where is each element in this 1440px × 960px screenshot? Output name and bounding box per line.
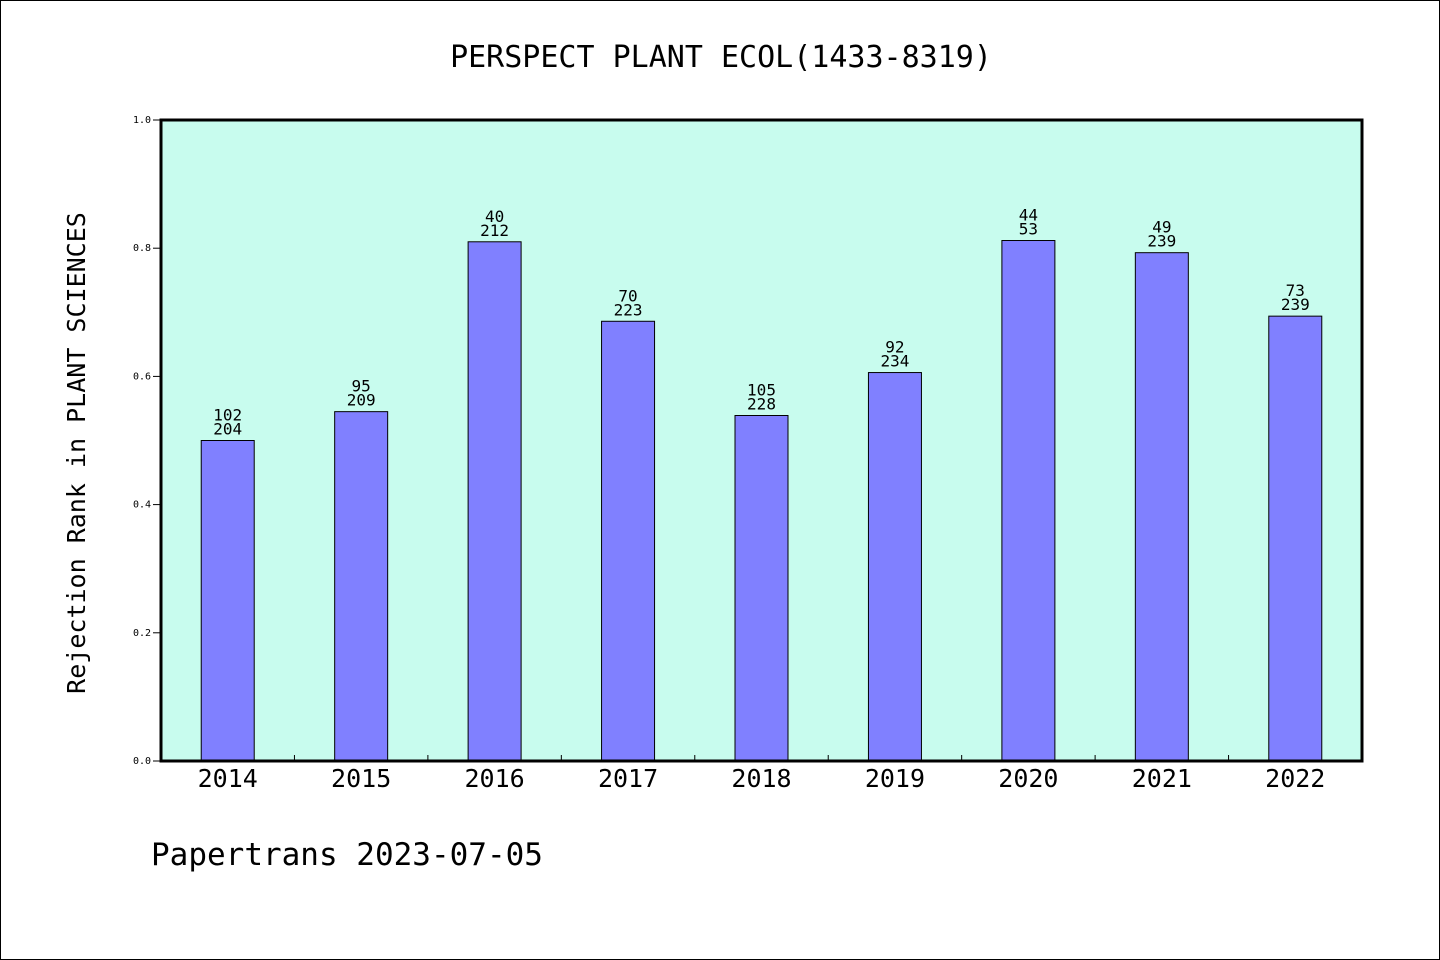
x-axis: 2014 2015 2016 2017 2018 2019 2020 2021 2022 <box>198 755 1325 793</box>
bar-label-bottom: 234 <box>880 352 909 371</box>
bar-2018 <box>734 415 789 762</box>
bar-label-bottom: 209 <box>347 391 376 410</box>
x-tick-label: 2018 <box>731 764 791 793</box>
bar-label-bottom: 223 <box>614 300 643 319</box>
bar-label-top: 70 <box>618 286 637 305</box>
bar-label-bottom: 239 <box>1147 232 1176 251</box>
y-tick-label: 1.0 <box>133 115 151 126</box>
x-tick-label: 2015 <box>331 764 391 793</box>
footer-text: Papertrans 2023-07-05 <box>151 837 543 873</box>
y-tick-label: 0.4 <box>133 500 151 511</box>
bar-label-bottom: 204 <box>213 420 242 439</box>
bar-2019 <box>867 372 922 762</box>
bar-label-top: 102 <box>213 406 242 425</box>
bar-label-bottom: 212 <box>480 221 509 240</box>
bar-2017 <box>601 320 656 762</box>
y-tick-label: 0.2 <box>133 628 151 639</box>
y-tick-label: 0.0 <box>133 756 151 767</box>
bar-2015 <box>334 411 389 762</box>
bar-label-bottom: 239 <box>1281 295 1310 314</box>
bar-label-bottom: 228 <box>747 395 776 414</box>
bar-2014 <box>200 440 255 762</box>
bar-2020 <box>1001 240 1056 762</box>
y-tick-label: 0.8 <box>133 243 151 254</box>
bar-2016 <box>467 241 522 762</box>
bar-2022 <box>1268 315 1323 762</box>
x-tick-label: 2017 <box>598 764 658 793</box>
bar-label-top: 40 <box>485 207 504 226</box>
bar-label-bottom: 53 <box>1019 220 1038 239</box>
bar-label-top: 92 <box>885 338 904 357</box>
chart-title: PERSPECT PLANT ECOL(1433-8319) <box>450 40 992 75</box>
y-tick-label: 0.6 <box>133 371 151 382</box>
bar-label-top: 105 <box>747 381 776 400</box>
bar-label-top: 73 <box>1286 281 1305 300</box>
bar-2021 <box>1134 252 1189 762</box>
plot-border <box>159 118 1364 763</box>
bar-label-top: 95 <box>352 377 371 396</box>
x-tick-label: 2019 <box>865 764 925 793</box>
y-axis: 0.0 0.2 0.4 0.6 0.8 1.0 <box>133 115 161 767</box>
y-axis-label: Rejection Rank in PLANT SCIENCES <box>62 212 91 694</box>
x-tick-label: 2020 <box>998 764 1058 793</box>
x-tick-label: 2021 <box>1132 764 1192 793</box>
x-tick-label: 2016 <box>465 764 525 793</box>
x-tick-label: 2022 <box>1265 764 1325 793</box>
bars <box>200 240 1323 762</box>
x-tick-label: 2014 <box>198 764 258 793</box>
bar-label-top: 44 <box>1019 206 1038 225</box>
bar-label-top: 49 <box>1152 218 1171 237</box>
